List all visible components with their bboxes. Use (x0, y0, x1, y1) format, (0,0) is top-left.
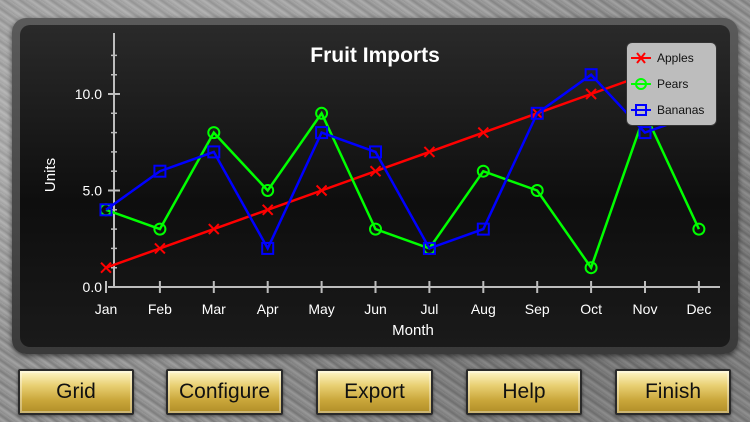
legend-circle-marker-icon (631, 78, 651, 90)
x-tick-label: Feb (148, 301, 172, 317)
y-tick-label: 5.0 (83, 183, 103, 199)
chart-area: Fruit Imports 0.0 5.0 10.0 Jan Feb Mar Apr May Ju… (20, 25, 730, 347)
data-point-bananas (369, 145, 382, 159)
data-point-bananas (422, 241, 436, 255)
x-tick-label: Aug (471, 301, 496, 317)
x-tick-label: Jan (95, 301, 118, 317)
x-tick-label: May (308, 301, 334, 317)
data-point-pears (315, 106, 329, 120)
x-tick-label: Dec (686, 301, 711, 317)
data-point-bananas (315, 126, 329, 140)
x-marker-stroke (477, 126, 490, 139)
legend-item-apples: Apples (631, 48, 694, 68)
x-axis-label: Month (392, 322, 434, 339)
data-point-apples (585, 88, 597, 100)
x-tick-label: Nov (633, 301, 658, 317)
configure-button[interactable]: Configure (166, 369, 283, 415)
x-marker-stroke (100, 261, 112, 274)
x-tick-label: Oct (580, 301, 602, 317)
legend-square-marker-icon (631, 104, 651, 116)
data-point-bananas (530, 106, 544, 120)
x-tick-label: Jul (420, 301, 438, 317)
data-point-pears (476, 164, 490, 178)
y-tick-label: 10.0 (75, 86, 102, 102)
data-point-bananas (261, 241, 275, 255)
chart-legend: Apples Pears Bananas (626, 42, 717, 126)
legend-item-bananas: Bananas (631, 100, 704, 120)
data-point-bananas (207, 145, 221, 159)
export-button[interactable]: Export (316, 369, 433, 415)
data-point-bananas (99, 203, 113, 217)
y-axis-label: Units (42, 158, 59, 192)
data-point-bananas (638, 126, 652, 140)
x-tick-label: Apr (257, 301, 279, 317)
legend-item-pears: Pears (631, 74, 688, 94)
legend-x-marker-icon (631, 52, 651, 64)
data-point-pears (261, 184, 275, 197)
x-marker-stroke (154, 242, 166, 255)
help-button[interactable]: Help (466, 369, 582, 415)
data-point-pears (692, 222, 706, 236)
x-tick-label: Mar (202, 301, 226, 317)
data-point-pears (530, 184, 544, 197)
legend-label-bananas: Bananas (657, 103, 705, 117)
data-point-pears (369, 222, 382, 236)
x-marker-stroke (315, 184, 328, 197)
x-marker-stroke (261, 204, 274, 216)
data-point-pears (207, 126, 221, 140)
data-point-bananas (584, 68, 598, 82)
chart-panel: Fruit Imports 0.0 5.0 10.0 Jan Feb Mar Apr May Ju… (12, 18, 738, 354)
data-point-apples (369, 165, 382, 177)
series-line-bananas (105, 73, 700, 252)
x-tick-label: Jun (364, 301, 387, 317)
series-line-apples (105, 54, 700, 269)
data-point-apples (477, 126, 490, 139)
y-tick-label: 0.0 (83, 279, 103, 295)
data-point-apples (208, 223, 220, 235)
chart-title: Fruit Imports (310, 44, 440, 67)
grid-button[interactable]: Grid (18, 369, 134, 415)
line-chart: Fruit Imports 0.0 5.0 10.0 Jan Feb Mar Apr May Ju… (42, 33, 720, 339)
legend-label-apples: Apples (657, 51, 694, 65)
data-point-apples (423, 146, 436, 158)
data-point-bananas (476, 222, 490, 236)
data-point-bananas (153, 164, 167, 178)
x-marker-stroke (208, 223, 220, 235)
x-marker-stroke (423, 146, 436, 158)
data-point-apples (100, 261, 112, 274)
data-point-pears (153, 222, 167, 236)
x-marker-stroke (585, 88, 597, 100)
data-point-apples (154, 242, 166, 255)
bottom-toolbar: Grid Configure Export Help Finish (0, 369, 750, 419)
legend-label-pears: Pears (657, 77, 689, 91)
series-line-pears (105, 109, 701, 271)
finish-button[interactable]: Finish (615, 369, 731, 415)
data-point-pears (584, 261, 598, 275)
x-marker-stroke (369, 165, 382, 177)
data-point-apples (261, 204, 274, 216)
data-point-apples (315, 184, 328, 197)
x-tick-label: Sep (525, 301, 550, 317)
